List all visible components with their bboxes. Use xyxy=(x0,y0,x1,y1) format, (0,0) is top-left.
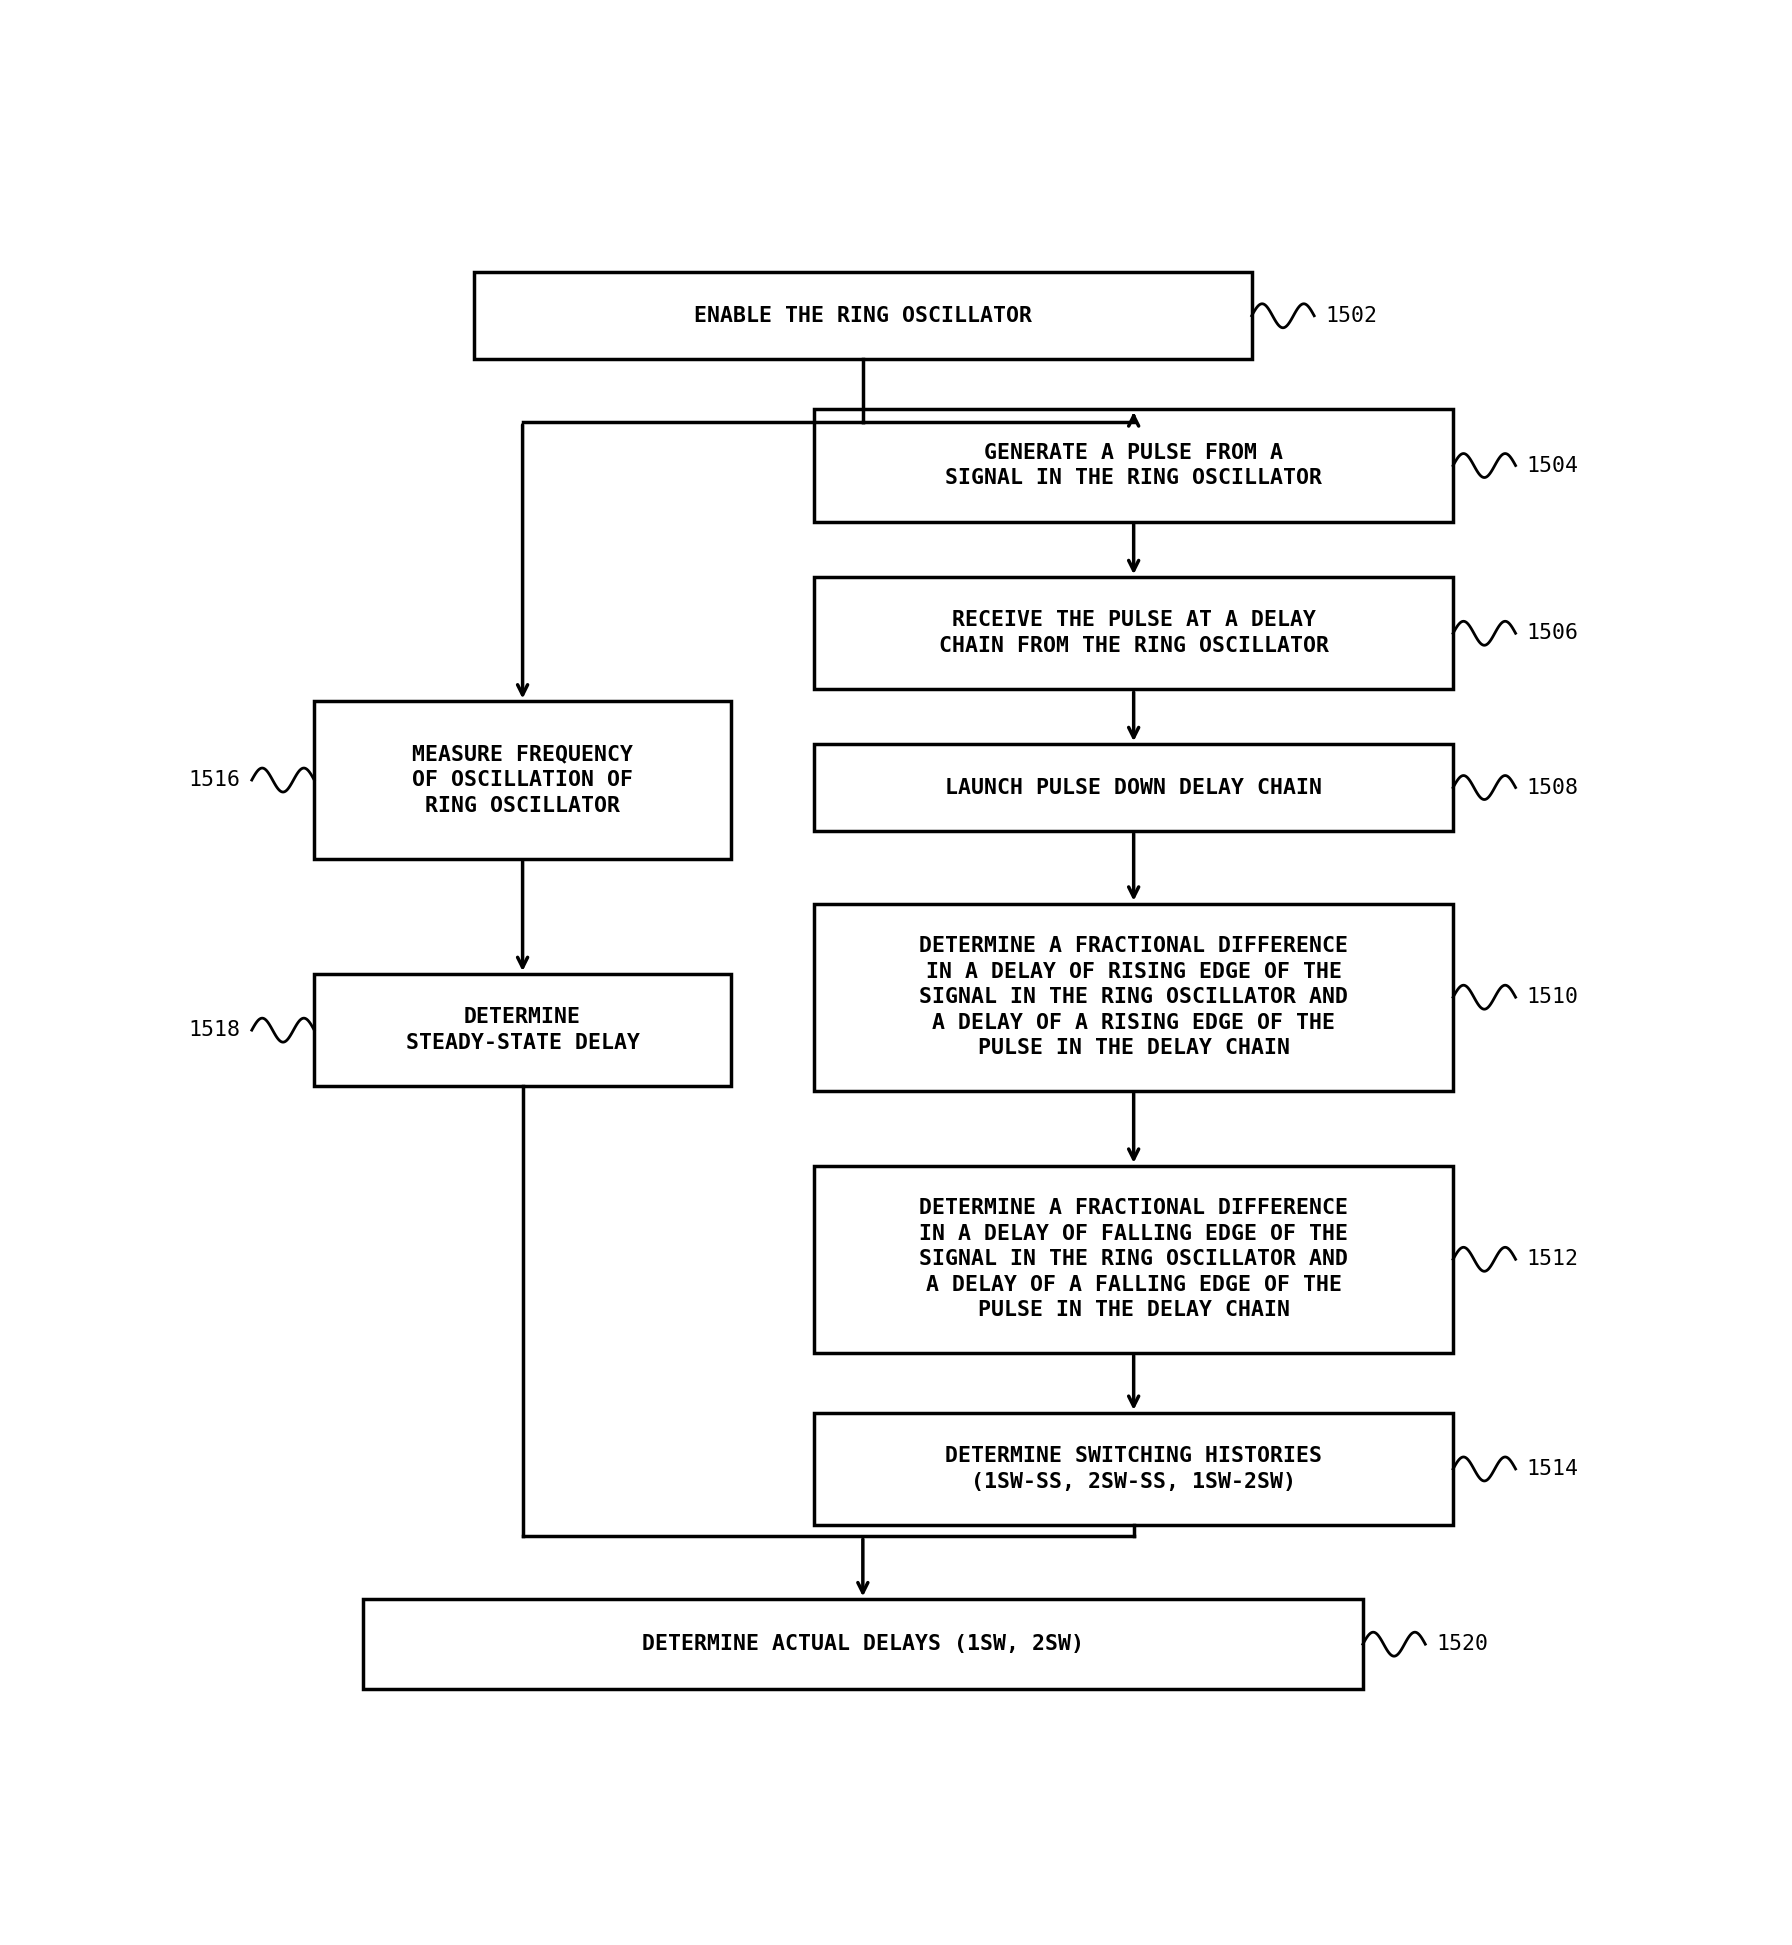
Text: DETERMINE A FRACTIONAL DIFFERENCE
IN A DELAY OF RISING EDGE OF THE
SIGNAL IN THE: DETERMINE A FRACTIONAL DIFFERENCE IN A D… xyxy=(919,936,1348,1058)
Text: 1508: 1508 xyxy=(1527,778,1579,797)
Text: ENABLE THE RING OSCILLATOR: ENABLE THE RING OSCILLATOR xyxy=(694,305,1032,325)
Bar xyxy=(364,1599,1364,1688)
Bar xyxy=(814,904,1453,1091)
Bar xyxy=(814,745,1453,831)
Text: 1516: 1516 xyxy=(188,770,240,790)
Text: LAUNCH PULSE DOWN DELAY CHAIN: LAUNCH PULSE DOWN DELAY CHAIN xyxy=(944,778,1322,797)
Text: GENERATE A PULSE FROM A
SIGNAL IN THE RING OSCILLATOR: GENERATE A PULSE FROM A SIGNAL IN THE RI… xyxy=(944,443,1322,488)
Text: MEASURE FREQUENCY
OF OSCILLATION OF
RING OSCILLATOR: MEASURE FREQUENCY OF OSCILLATION OF RING… xyxy=(412,745,633,815)
Text: 1502: 1502 xyxy=(1326,305,1378,325)
Text: 1510: 1510 xyxy=(1527,988,1579,1008)
Text: DETERMINE SWITCHING HISTORIES
(1SW-SS, 2SW-SS, 1SW-2SW): DETERMINE SWITCHING HISTORIES (1SW-SS, 2… xyxy=(944,1447,1322,1492)
Bar xyxy=(814,408,1453,521)
Text: DETERMINE
STEADY-STATE DELAY: DETERMINE STEADY-STATE DELAY xyxy=(405,1008,640,1052)
Text: DETERMINE ACTUAL DELAYS (1SW, 2SW): DETERMINE ACTUAL DELAYS (1SW, 2SW) xyxy=(642,1634,1084,1653)
Text: DETERMINE A FRACTIONAL DIFFERENCE
IN A DELAY OF FALLING EDGE OF THE
SIGNAL IN TH: DETERMINE A FRACTIONAL DIFFERENCE IN A D… xyxy=(919,1198,1348,1321)
Bar xyxy=(814,1165,1453,1354)
Text: 1504: 1504 xyxy=(1527,455,1579,475)
Text: 1520: 1520 xyxy=(1437,1634,1489,1653)
Bar xyxy=(473,272,1253,360)
Text: 1518: 1518 xyxy=(188,1019,240,1041)
Text: 1506: 1506 xyxy=(1527,622,1579,644)
Text: RECEIVE THE PULSE AT A DELAY
CHAIN FROM THE RING OSCILLATOR: RECEIVE THE PULSE AT A DELAY CHAIN FROM … xyxy=(939,611,1328,655)
Bar xyxy=(314,974,731,1087)
Bar xyxy=(814,578,1453,689)
Bar xyxy=(814,1412,1453,1525)
Text: 1514: 1514 xyxy=(1527,1459,1579,1478)
Bar xyxy=(314,702,731,858)
Text: 1512: 1512 xyxy=(1527,1249,1579,1270)
